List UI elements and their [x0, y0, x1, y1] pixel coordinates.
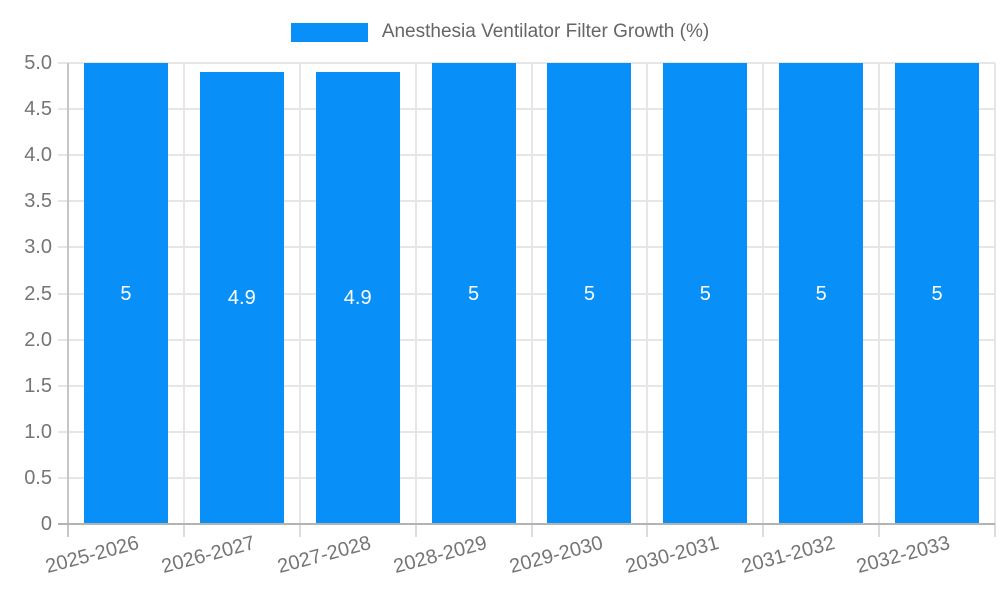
- x-axis-tick: [994, 524, 996, 537]
- gridline-horizontal: [58, 62, 995, 64]
- gridline-vertical: [182, 63, 185, 524]
- chart-legend[interactable]: Anesthesia Ventilator Filter Growth (%): [0, 18, 1000, 46]
- x-axis-tick-label: 2026-2027: [159, 532, 258, 579]
- gridline-horizontal: [58, 108, 995, 111]
- bar-value-label: 5: [931, 282, 943, 305]
- legend-swatch: [290, 22, 368, 42]
- y-axis-tick-label: 2.5: [24, 282, 52, 305]
- gridline-vertical: [530, 63, 533, 524]
- x-axis-tick: [298, 524, 301, 537]
- x-axis-line: [58, 523, 995, 525]
- y-axis-tick-label: 3.5: [24, 190, 52, 213]
- gridline-horizontal: [58, 154, 995, 157]
- y-axis-tick-label: 3.0: [24, 236, 52, 259]
- x-axis-tick-label: 2025-2026: [43, 532, 142, 579]
- bar-2028-2029: [431, 63, 516, 524]
- gridline-horizontal: [58, 200, 995, 203]
- bar-2026-2027: [199, 72, 284, 524]
- x-axis-tick: [762, 524, 765, 537]
- gridline-horizontal: [58, 292, 995, 295]
- x-axis-tick-label: 2029-2030: [507, 532, 606, 579]
- x-axis-tick-label: 2030-2031: [622, 532, 722, 579]
- bar-value-label: 5: [815, 282, 827, 305]
- x-axis-tick-label: 2027-2028: [275, 532, 374, 579]
- bar-value-label: 4.9: [343, 287, 372, 310]
- bar-2031-2032: [779, 63, 864, 524]
- bar-2025-2026: [83, 63, 168, 524]
- gridline-vertical: [298, 63, 301, 524]
- x-axis-tick-label: 2028-2029: [391, 532, 490, 579]
- y-axis-tick-label: 1.5: [24, 374, 52, 397]
- bar-value-label: 5: [468, 282, 480, 305]
- x-axis-tick: [182, 524, 185, 537]
- x-axis-tick: [414, 524, 417, 537]
- y-axis-tick-label: 2.0: [24, 328, 52, 351]
- y-axis-tick-label: 0: [40, 513, 52, 535]
- x-axis-tick: [67, 524, 69, 537]
- bar-2030-2031: [663, 63, 748, 524]
- gridline-horizontal: [58, 338, 995, 341]
- gridline-horizontal: [58, 430, 995, 433]
- bar-2029-2030: [547, 63, 632, 524]
- gridline-horizontal: [58, 384, 995, 387]
- bar-2027-2028: [315, 72, 400, 524]
- y-axis-tick-label: 0.5: [24, 466, 52, 489]
- gridline-vertical: [646, 63, 649, 524]
- gridline-vertical: [994, 63, 996, 524]
- gridline-vertical: [878, 63, 881, 524]
- bar-value-label: 4.9: [227, 287, 256, 310]
- y-axis-tick-label: 4.0: [24, 144, 52, 167]
- gridline-horizontal: [58, 246, 995, 249]
- y-axis-tick-label: 1.0: [24, 420, 52, 443]
- x-axis-tick: [878, 524, 881, 537]
- y-axis-tick-label: 4.5: [24, 98, 52, 121]
- gridline-horizontal: [58, 476, 995, 479]
- x-axis-tick-label: 2031-2032: [738, 532, 837, 579]
- bar-value-label: 5: [699, 282, 711, 305]
- x-axis-tick: [646, 524, 649, 537]
- x-axis-tick-label: 2032-2033: [854, 532, 953, 579]
- bar-value-label: 5: [583, 282, 595, 305]
- y-axis-tick-label: 5.0: [24, 52, 52, 74]
- x-axis-tick: [530, 524, 533, 537]
- legend-label: Anesthesia Ventilator Filter Growth (%): [381, 21, 710, 42]
- bar-value-label: 5: [120, 282, 132, 305]
- bar-2032-2033: [895, 63, 980, 524]
- gridline-vertical: [762, 63, 765, 524]
- y-axis-line: [67, 63, 69, 524]
- gridline-vertical: [414, 63, 417, 524]
